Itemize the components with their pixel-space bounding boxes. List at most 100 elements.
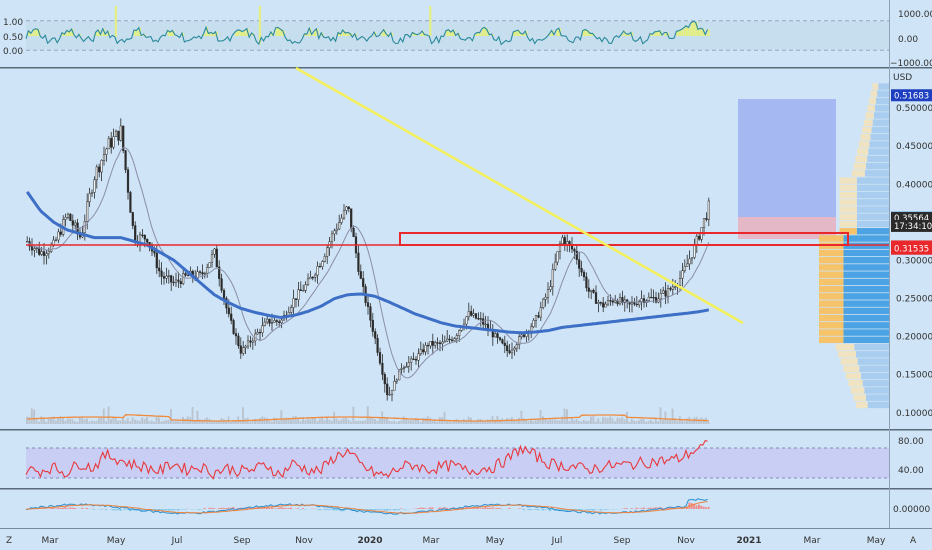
volume-bar bbox=[556, 420, 558, 424]
volume-bar bbox=[268, 421, 270, 424]
price-candles bbox=[26, 118, 709, 401]
macd-bar bbox=[600, 509, 602, 511]
volume-bar bbox=[621, 417, 623, 424]
macd-bar bbox=[691, 503, 693, 509]
time-label-11: Nov bbox=[677, 536, 695, 546]
time-axis[interactable]: Z Mar May Jul Sep Nov 2020 Mar May Jul Sep Nov 2021… bbox=[6, 536, 917, 546]
candle bbox=[384, 372, 386, 392]
time-label-3: Jul bbox=[171, 536, 183, 546]
candle bbox=[336, 223, 338, 234]
macd-bar bbox=[643, 507, 645, 509]
candle bbox=[326, 245, 328, 264]
candle bbox=[127, 167, 129, 200]
volume-bar bbox=[379, 417, 381, 424]
candle bbox=[322, 260, 324, 270]
candle bbox=[319, 263, 321, 267]
macd-bar bbox=[477, 507, 479, 509]
osc-bar bbox=[235, 32, 237, 36]
position-box-top bbox=[738, 99, 836, 217]
macd-bar bbox=[595, 509, 597, 510]
volume-bar bbox=[163, 421, 165, 424]
candle bbox=[374, 328, 376, 344]
candle bbox=[180, 278, 182, 288]
vp-row bbox=[840, 221, 890, 227]
volume-bar bbox=[420, 422, 422, 424]
candle bbox=[233, 319, 235, 335]
rsi-panel[interactable]: 80.00 40.00 bbox=[26, 437, 924, 479]
volume-bar bbox=[708, 422, 710, 424]
candle bbox=[314, 273, 316, 282]
time-label-14: May bbox=[867, 536, 886, 546]
macd-bar bbox=[648, 508, 650, 509]
axis-corner-label[interactable]: Z bbox=[6, 536, 12, 546]
macd-bar bbox=[165, 509, 167, 510]
candle bbox=[542, 298, 544, 310]
candle bbox=[65, 214, 67, 227]
candle bbox=[631, 296, 633, 312]
time-label-13: Mar bbox=[804, 536, 821, 546]
vp-row bbox=[860, 134, 889, 140]
candle bbox=[74, 220, 76, 229]
volume-bar bbox=[26, 417, 28, 424]
macd-bar bbox=[405, 509, 407, 510]
candle bbox=[266, 316, 268, 324]
osc-right-tick-2: 0.00 bbox=[898, 35, 918, 45]
candle bbox=[538, 312, 540, 318]
volume-bar bbox=[148, 421, 150, 424]
candle bbox=[626, 299, 628, 309]
candle bbox=[646, 299, 648, 307]
macd-panel[interactable]: 0.00000 bbox=[26, 499, 930, 515]
volume-bar bbox=[122, 418, 124, 424]
candle bbox=[262, 317, 264, 337]
price-panel[interactable]: USD 0.500000.450000.400000.350000.300000… bbox=[26, 68, 932, 424]
candle bbox=[173, 276, 175, 286]
vp-row bbox=[840, 206, 890, 212]
macd-bar bbox=[93, 509, 95, 510]
candle bbox=[252, 337, 254, 349]
macd-bar bbox=[278, 508, 280, 509]
svg-text:0.51683: 0.51683 bbox=[894, 91, 929, 101]
candle bbox=[132, 212, 134, 230]
volume-bar bbox=[540, 410, 542, 424]
axis-right-corner-label[interactable]: A bbox=[910, 536, 917, 546]
macd-bar bbox=[300, 509, 302, 510]
volume-bar bbox=[28, 417, 30, 424]
candle bbox=[382, 354, 384, 380]
vp-row bbox=[836, 344, 889, 350]
candle bbox=[442, 334, 444, 350]
volume-bar bbox=[165, 420, 167, 424]
macd-bar bbox=[403, 509, 405, 510]
vp-row bbox=[854, 163, 889, 169]
candle bbox=[206, 264, 208, 278]
vp-row bbox=[869, 98, 889, 104]
candle bbox=[312, 276, 314, 280]
volume-bar bbox=[424, 418, 426, 424]
vp-row bbox=[819, 300, 889, 306]
macd-bar bbox=[626, 508, 628, 509]
candle bbox=[468, 303, 470, 321]
volume-bar bbox=[403, 416, 405, 424]
candle bbox=[648, 292, 650, 302]
candle bbox=[622, 291, 624, 306]
candle bbox=[406, 362, 408, 368]
vp-row bbox=[872, 83, 889, 89]
volume-bar bbox=[422, 418, 424, 424]
volume-bar bbox=[429, 418, 431, 424]
price-tick-1: 0.50000 bbox=[896, 104, 932, 114]
candle bbox=[619, 293, 621, 305]
oscillator-panel[interactable]: 1.00 0.50 0.00 1000.00 0.00 −1000.00 bbox=[3, 6, 932, 69]
candle bbox=[202, 264, 204, 279]
macd-bar bbox=[211, 508, 213, 509]
volume-bar bbox=[633, 421, 635, 424]
time-label-4: Sep bbox=[234, 536, 251, 546]
price-tick-8: 0.15000 bbox=[896, 371, 932, 381]
vp-row bbox=[819, 286, 889, 292]
volume-bar bbox=[537, 420, 539, 424]
volume-bar bbox=[127, 418, 129, 424]
vp-row bbox=[819, 279, 889, 285]
candle bbox=[214, 248, 216, 258]
candle bbox=[564, 235, 566, 251]
volume-bar bbox=[513, 421, 515, 424]
candle bbox=[595, 285, 597, 303]
